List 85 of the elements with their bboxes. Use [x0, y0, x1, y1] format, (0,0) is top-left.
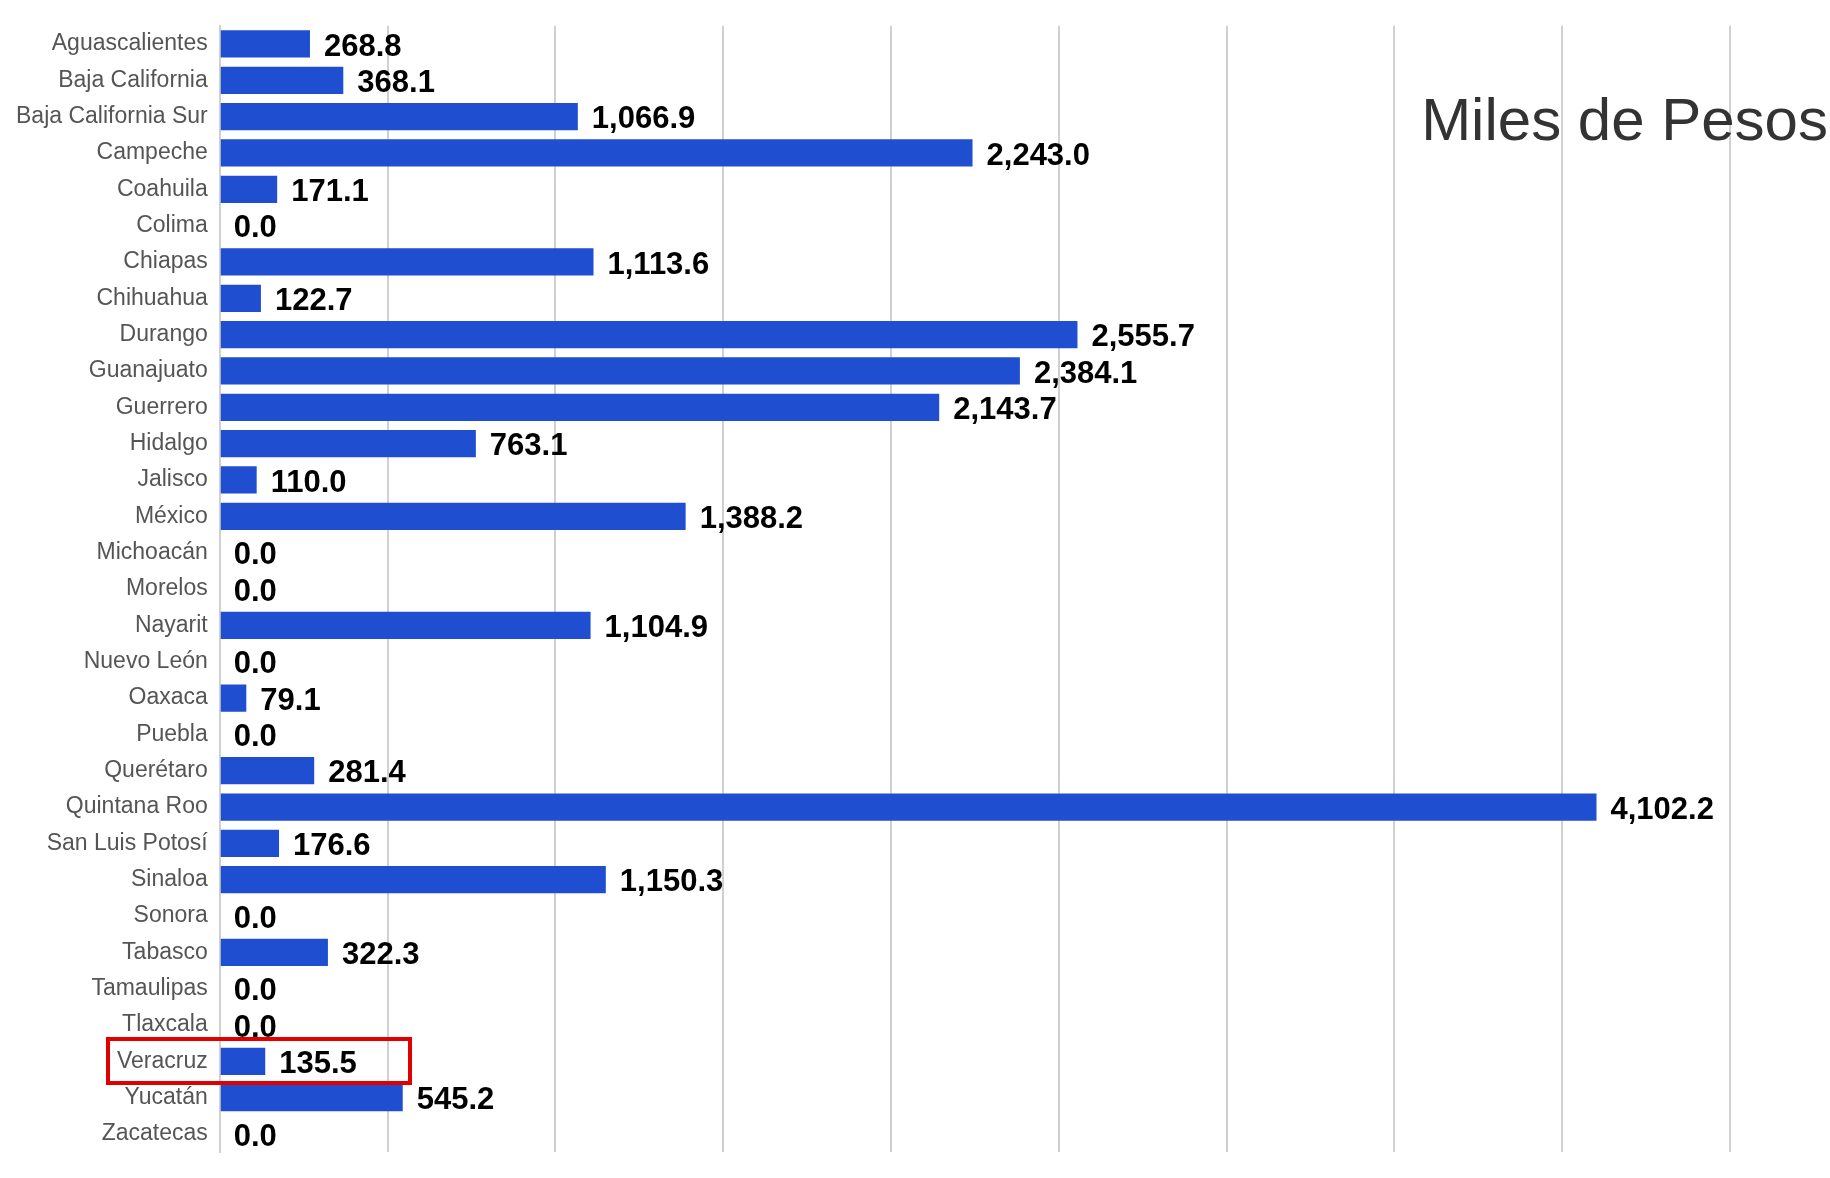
bar: [220, 103, 578, 131]
data-label: 122.7: [274, 281, 353, 317]
y-tick-label: Yucatán: [124, 1083, 208, 1110]
y-tick-label: Chihuahua: [96, 283, 208, 310]
y-tick-label: Guerrero: [115, 392, 208, 419]
y-tick-label: Chiapas: [123, 247, 208, 274]
data-label: 0.0: [233, 717, 277, 753]
data-label: 545.2: [416, 1081, 495, 1117]
y-tick-label: Oaxaca: [128, 683, 208, 710]
y-tick-label: Aguascalientes: [51, 29, 208, 56]
data-label: 1,150.3: [619, 863, 724, 899]
bar: [220, 466, 257, 494]
y-tick-label: San Luis Potosí: [46, 828, 209, 855]
data-label: 0.0: [233, 536, 277, 572]
y-tick-label: Querétaro: [104, 756, 208, 783]
bar: [220, 321, 1078, 349]
y-tick-label: Hidalgo: [129, 429, 208, 455]
bar: [220, 829, 280, 857]
data-label: 1,104.9: [604, 608, 709, 644]
y-tick-label: Quintana Roo: [65, 792, 208, 819]
data-label: 0.0: [233, 645, 277, 681]
data-label: 176.6: [293, 826, 371, 862]
y-tick-label: Guanajuato: [88, 356, 208, 383]
y-tick-label: Sinaloa: [131, 865, 208, 892]
bar: [220, 248, 594, 276]
annotation: Miles de Pesos: [1421, 85, 1828, 154]
data-label: 1,388.2: [699, 499, 804, 535]
bar: [220, 1047, 266, 1075]
bar: [220, 66, 344, 94]
data-label: 2,243.0: [986, 136, 1090, 172]
bar: [220, 139, 973, 167]
y-tick-label: Morelos: [125, 574, 208, 601]
data-label: 368.1: [357, 63, 435, 99]
data-label: 0.0: [233, 1117, 277, 1153]
y-tick-label: Coahuila: [116, 174, 208, 201]
data-label: 0.0: [233, 1008, 277, 1044]
y-tick-label: Campeche: [96, 138, 208, 165]
bar: [220, 357, 1020, 385]
data-label: 0.0: [233, 899, 277, 935]
bar: [220, 430, 476, 458]
data-label: 135.5: [279, 1044, 357, 1080]
bar: [220, 393, 940, 421]
bar: [220, 684, 247, 712]
y-tick-label: Jalisco: [137, 465, 208, 492]
bar: [220, 866, 606, 894]
data-label: 1,066.9: [591, 100, 696, 136]
data-label: 0.0: [233, 972, 277, 1008]
bar: [220, 611, 591, 639]
data-label: 2,555.7: [1091, 318, 1195, 354]
y-tick-label: Zacatecas: [101, 1119, 208, 1146]
bar: [220, 1084, 403, 1112]
data-label: 110.0: [270, 463, 347, 499]
y-tick-label: Sonora: [133, 901, 208, 928]
bar: [220, 175, 278, 203]
data-label: 4,102.2: [1610, 790, 1714, 826]
data-label: 2,384.1: [1033, 354, 1138, 390]
y-tick-label: Nuevo León: [83, 647, 208, 674]
data-label: 0.0: [233, 572, 277, 608]
y-tick-label: Tamaulipas: [91, 974, 208, 1001]
y-tick-label: Michoacán: [96, 538, 208, 565]
data-label: 763.1: [489, 427, 568, 463]
y-tick-label: Tabasco: [122, 937, 208, 964]
y-tick-label: México: [134, 501, 208, 528]
data-label: 1,113.6: [607, 245, 710, 281]
bar: [220, 284, 261, 312]
bar: [220, 757, 315, 785]
data-label: 2,143.7: [953, 390, 1057, 426]
data-label: 268.8: [323, 27, 402, 63]
bar: [220, 502, 686, 530]
y-tick-label: Veracruz: [116, 1046, 208, 1073]
bar: [220, 938, 328, 966]
y-tick-label: Tlaxcala: [122, 1010, 208, 1037]
bar: [220, 793, 1597, 821]
y-tick-label: Puebla: [136, 719, 208, 746]
data-label: 281.4: [328, 754, 407, 790]
data-label: 171.1: [291, 172, 369, 208]
data-label: 322.3: [341, 935, 420, 971]
y-tick-label: Nayarit: [134, 610, 209, 637]
data-label: 79.1: [260, 681, 321, 717]
y-tick-label: Baja California Sur: [15, 101, 209, 128]
y-tick-label: Baja California: [58, 65, 208, 92]
bar: [220, 30, 310, 58]
y-tick-label: Colima: [136, 210, 208, 237]
y-tick-label: Durango: [119, 320, 208, 346]
data-label: 0.0: [233, 209, 277, 245]
